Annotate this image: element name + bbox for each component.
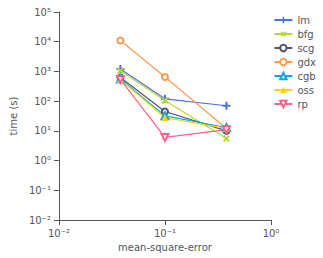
svg-text:mean-square-error: mean-square-error (118, 242, 213, 253)
svg-text:10⁻¹: 10⁻¹ (29, 185, 51, 196)
svg-text:10⁰: 10⁰ (34, 155, 51, 166)
svg-text:10⁰: 10⁰ (263, 228, 280, 239)
svg-text:cgb: cgb (297, 71, 315, 82)
svg-text:10⁻²: 10⁻² (48, 228, 70, 239)
svg-text:10²: 10² (34, 96, 51, 107)
svg-text:time (s): time (s) (8, 97, 19, 136)
svg-text:10⁴: 10⁴ (34, 36, 51, 47)
svg-text:10³: 10³ (34, 66, 51, 77)
svg-text:10¹: 10¹ (34, 125, 51, 136)
svg-text:rp: rp (297, 99, 307, 110)
svg-text:bfg: bfg (297, 29, 313, 40)
svg-text:oss: oss (297, 85, 314, 96)
svg-text:scg: scg (297, 43, 314, 54)
svg-text:gdx: gdx (297, 57, 316, 68)
svg-text:10⁻²: 10⁻² (29, 215, 51, 226)
svg-text:10⁻¹: 10⁻¹ (154, 228, 176, 239)
svg-text:10⁵: 10⁵ (34, 7, 51, 18)
svg-text:lm: lm (297, 15, 310, 26)
